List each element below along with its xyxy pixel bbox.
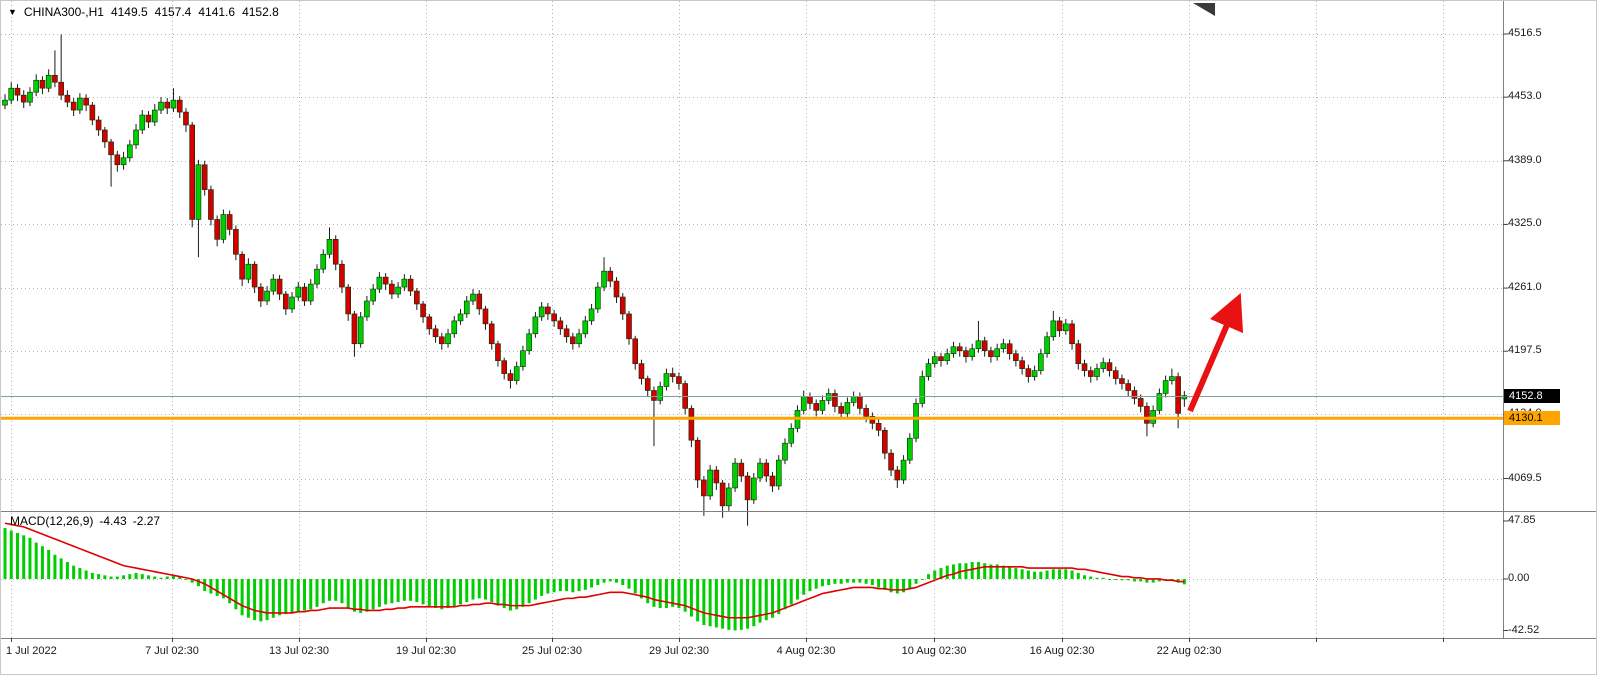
quote-low: 4141.6 <box>198 5 236 19</box>
macd-indicator-label: MACD(12,26,9) -4.43 -2.27 <box>10 514 160 528</box>
orange-line-price-badge: 4130.1 <box>1504 411 1560 426</box>
one-click-trading-collapse-icon[interactable]: ▼ <box>8 7 17 17</box>
chart-shift-marker-icon[interactable] <box>1193 3 1215 16</box>
up-arrow-annotation[interactable] <box>1187 292 1244 413</box>
macd-name: MACD(12,26,9) <box>10 514 94 528</box>
macd-signal-value: -2.27 <box>132 514 161 528</box>
quote-open: 4149.5 <box>110 5 148 19</box>
symbol-period-label: CHINA300-,H1 <box>23 5 104 19</box>
symbol-info-bar: ▼ CHINA300-,H1 4149.5 4157.4 4141.6 4152… <box>8 5 279 19</box>
quote-close: 4152.8 <box>242 5 279 19</box>
macd-main-value: -4.43 <box>99 514 127 528</box>
current-price-badge: 4152.8 <box>1504 388 1560 403</box>
quote-high: 4157.4 <box>154 5 192 19</box>
